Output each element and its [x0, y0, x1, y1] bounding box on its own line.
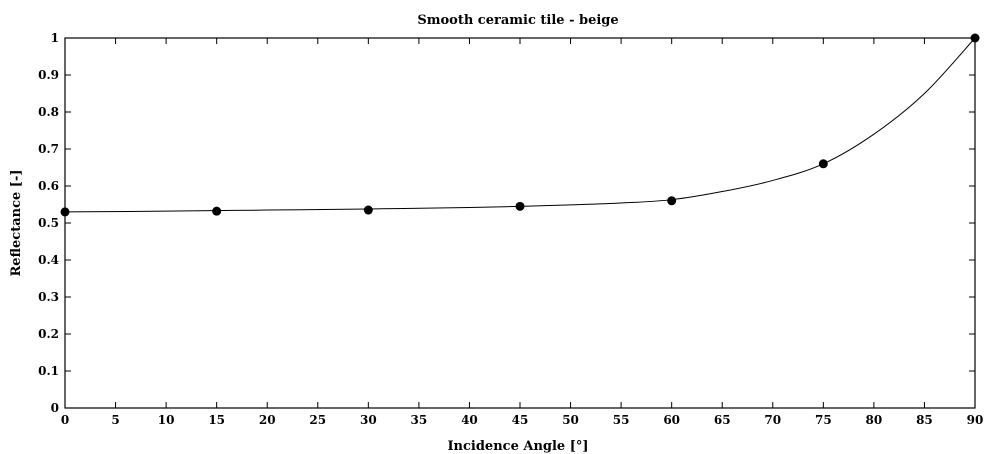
- x-tick-label: 65: [714, 413, 731, 427]
- x-tick-label: 80: [866, 413, 883, 427]
- x-tick-label: 35: [411, 413, 428, 427]
- data-point: [818, 159, 828, 169]
- y-tick-label: 0.3: [38, 290, 59, 304]
- plot-frame: [64, 37, 976, 409]
- x-tick-label: 60: [663, 413, 680, 427]
- y-tick-label: 0.9: [38, 68, 59, 82]
- x-tick-label: 90: [967, 413, 984, 427]
- x-tick-label: 55: [613, 413, 630, 427]
- data-points: [60, 33, 980, 217]
- axis-ticks: [64, 37, 976, 409]
- y-tick-label: 0: [51, 401, 59, 415]
- y-tick-label: 0.4: [38, 253, 59, 267]
- data-point: [212, 206, 222, 216]
- y-tick-label: 0.8: [38, 105, 59, 119]
- x-axis-label: Incidence Angle [°]: [447, 439, 588, 454]
- data-point: [667, 196, 677, 206]
- y-tick-label: 0.7: [38, 142, 59, 156]
- x-tick-label: 70: [764, 413, 781, 427]
- x-tick-label: 50: [562, 413, 579, 427]
- x-tick-label: 10: [158, 413, 175, 427]
- x-tick-label: 75: [815, 413, 832, 427]
- x-tick-label: 25: [309, 413, 326, 427]
- y-tick-label: 1: [51, 31, 59, 45]
- x-tick-label: 45: [512, 413, 529, 427]
- axis-tick-labels: 0 5 10 15 20 25 30 35 40 45 50 55 60 65 70 75 80 85 90 0 0.1…: [38, 31, 983, 427]
- data-point: [363, 205, 373, 215]
- x-tick-label: 15: [208, 413, 225, 427]
- y-axis-label: Reflectance [-]: [9, 169, 24, 276]
- fit-curve: [64, 37, 976, 213]
- y-tick-label: 0.2: [38, 327, 59, 341]
- data-point: [515, 201, 525, 211]
- y-tick-label: 0.1: [38, 364, 59, 378]
- y-tick-label: 0.5: [38, 216, 59, 230]
- chart-title: Smooth ceramic tile - beige: [417, 13, 618, 28]
- y-tick-label: 0.6: [38, 179, 59, 193]
- x-tick-label: 0: [61, 413, 69, 427]
- x-tick-label: 40: [461, 413, 478, 427]
- x-tick-label: 85: [916, 413, 933, 427]
- x-tick-label: 20: [259, 413, 276, 427]
- x-tick-label: 30: [360, 413, 377, 427]
- x-tick-label: 5: [111, 413, 119, 427]
